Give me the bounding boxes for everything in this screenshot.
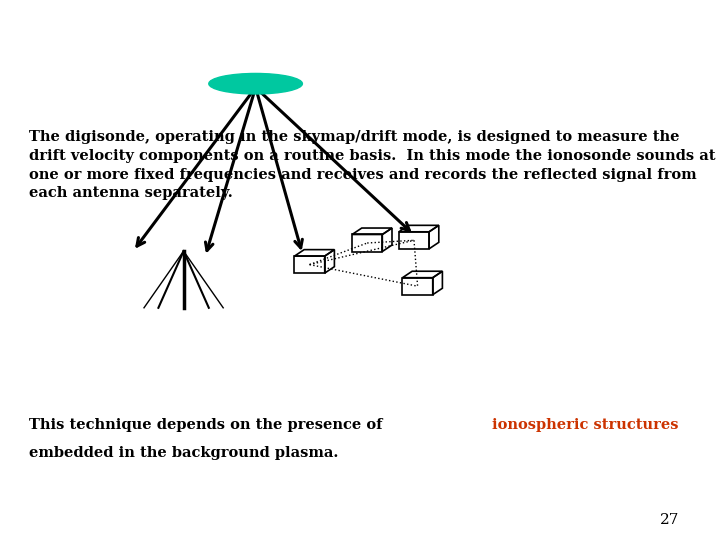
Text: This technique depends on the presence of: This technique depends on the presence o… bbox=[29, 418, 387, 433]
Text: embedded in the background plasma.: embedded in the background plasma. bbox=[29, 446, 338, 460]
Text: 27: 27 bbox=[660, 512, 679, 526]
Text: The digisonde, operating in the skymap/drift mode, is designed to measure the
dr: The digisonde, operating in the skymap/d… bbox=[29, 130, 715, 200]
Text: ionospheric structures: ionospheric structures bbox=[492, 418, 678, 433]
Ellipse shape bbox=[209, 73, 302, 94]
